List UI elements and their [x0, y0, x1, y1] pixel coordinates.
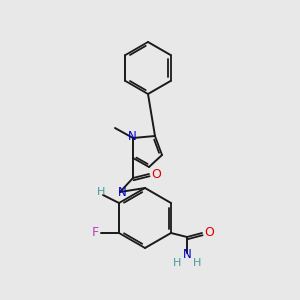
Text: F: F — [92, 226, 99, 239]
Text: H: H — [173, 258, 181, 268]
Text: N: N — [128, 130, 136, 143]
Text: H: H — [97, 187, 105, 197]
Text: O: O — [204, 226, 214, 239]
Text: O: O — [151, 167, 161, 181]
Text: H: H — [193, 258, 201, 268]
Text: N: N — [118, 185, 126, 199]
Text: N: N — [183, 248, 191, 260]
